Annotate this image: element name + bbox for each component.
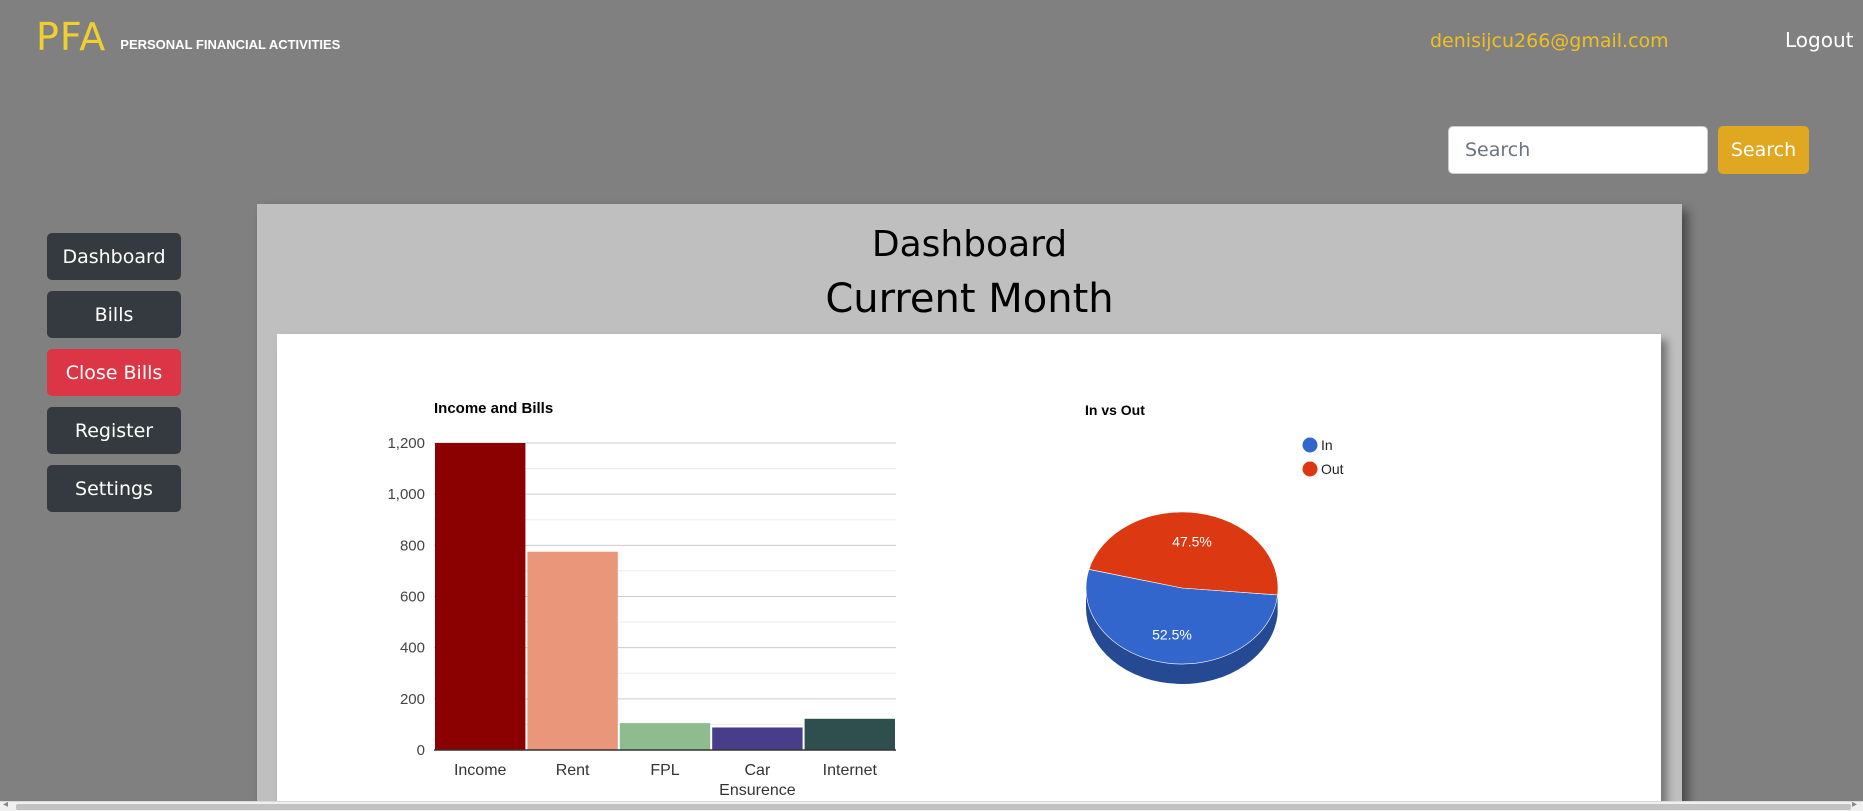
scroll-right-icon[interactable]: ▸	[1852, 799, 1858, 810]
y-tick-label: 1,200	[387, 435, 425, 452]
x-tick-label: Internet	[823, 762, 878, 779]
sidebar-item-bills[interactable]: Bills	[47, 291, 181, 338]
y-tick-label: 0	[417, 742, 425, 759]
bar-chart-title: Income and Bills	[434, 400, 553, 417]
user-email: denisijcu266@gmail.com	[1430, 30, 1669, 52]
sidebar-item-register[interactable]: Register	[47, 407, 181, 454]
brand-logo: PFA	[36, 15, 107, 59]
x-tick-label: Ensurence	[719, 782, 796, 799]
pie-data-label-out: 47.5%	[1172, 534, 1212, 550]
legend-swatch-out	[1302, 461, 1318, 477]
x-tick-label: Income	[454, 762, 507, 779]
legend-label-in: In	[1321, 437, 1333, 453]
charts-card: Income and Bills 0 200 400 600 800 1,000 1,200 I…	[277, 334, 1661, 811]
legend-swatch-in	[1302, 437, 1318, 453]
pie-slice-out	[1088, 511, 1279, 596]
brand[interactable]: PFA PERSONAL FINANCIAL ACTIVITIES	[36, 18, 340, 56]
pie-side-in	[1086, 588, 1278, 684]
y-tick-label: 200	[400, 691, 425, 708]
brand-subtitle: PERSONAL FINANCIAL ACTIVITIES	[120, 37, 341, 52]
pie-data-label-in: 52.5%	[1152, 626, 1192, 642]
search-button[interactable]: Search	[1718, 126, 1809, 174]
sidebar-item-close-bills[interactable]: Close Bills	[47, 349, 181, 396]
legend-label-out: Out	[1321, 461, 1344, 477]
logout-link[interactable]: Logout	[1785, 28, 1854, 52]
bar-car-ensurence	[712, 727, 803, 750]
sidebar-item-dashboard[interactable]: Dashboard	[47, 233, 181, 280]
page-title: Dashboard	[871, 224, 1068, 265]
pie-slice-in	[1085, 569, 1278, 665]
horizontal-scrollbar[interactable]: ◂ ▸	[0, 799, 1863, 811]
y-tick-label: 1,000	[387, 486, 425, 503]
scroll-left-icon[interactable]: ◂	[3, 799, 9, 810]
bar-fpl	[619, 723, 711, 750]
scrollbar-thumb[interactable]	[16, 804, 1851, 810]
search-input[interactable]	[1448, 126, 1708, 174]
bar-income	[435, 443, 526, 750]
bar-chart: Income and Bills 0 200 400 600 800 1,000 1,200 I…	[387, 400, 896, 799]
y-tick-label: 800	[400, 537, 425, 554]
bar-internet	[804, 718, 895, 750]
x-tick-label: Rent	[556, 762, 590, 779]
sidebar-item-settings[interactable]: Settings	[47, 465, 181, 512]
pie-chart: In vs Out In Out 52.5% 47.5%	[1085, 402, 1344, 684]
pie-chart-title: In vs Out	[1085, 402, 1145, 418]
y-tick-label: 400	[400, 640, 425, 657]
y-tick-label: 600	[400, 589, 425, 606]
x-tick-label: FPL	[650, 762, 679, 779]
page-subtitle: Current Month	[825, 276, 1114, 322]
x-tick-label: Car	[745, 762, 771, 779]
bar-rent	[527, 551, 618, 750]
sidebar: Dashboard Bills Close Bills Register Set…	[47, 233, 181, 523]
